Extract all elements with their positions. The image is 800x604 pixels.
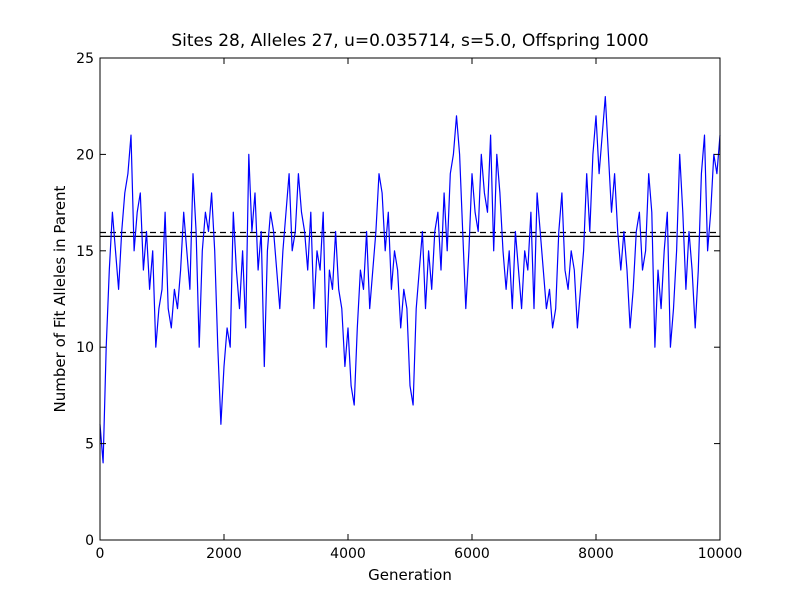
x-axis-label: Generation — [368, 566, 452, 584]
y-tick-label: 20 — [76, 147, 94, 163]
x-tick-label: 8000 — [578, 546, 614, 562]
y-tick-label: 10 — [76, 340, 94, 356]
x-tick-label: 6000 — [454, 546, 490, 562]
plot-frame — [99, 57, 721, 541]
x-tick-label: 0 — [96, 546, 105, 562]
data-line — [99, 95, 721, 464]
x-tick-label: 4000 — [330, 546, 366, 562]
x-tick-label: 10000 — [698, 546, 743, 562]
chart-title: Sites 28, Alleles 27, u=0.035714, s=5.0,… — [171, 31, 648, 51]
y-tick-label: 0 — [85, 533, 94, 549]
y-tick-label: 25 — [76, 51, 94, 67]
y-tick-label: 15 — [76, 244, 94, 260]
y-tick-label: 5 — [85, 437, 94, 453]
y-axis-label: Number of Fit Alleles in Parent — [51, 185, 69, 412]
x-tick-label: 2000 — [206, 546, 242, 562]
